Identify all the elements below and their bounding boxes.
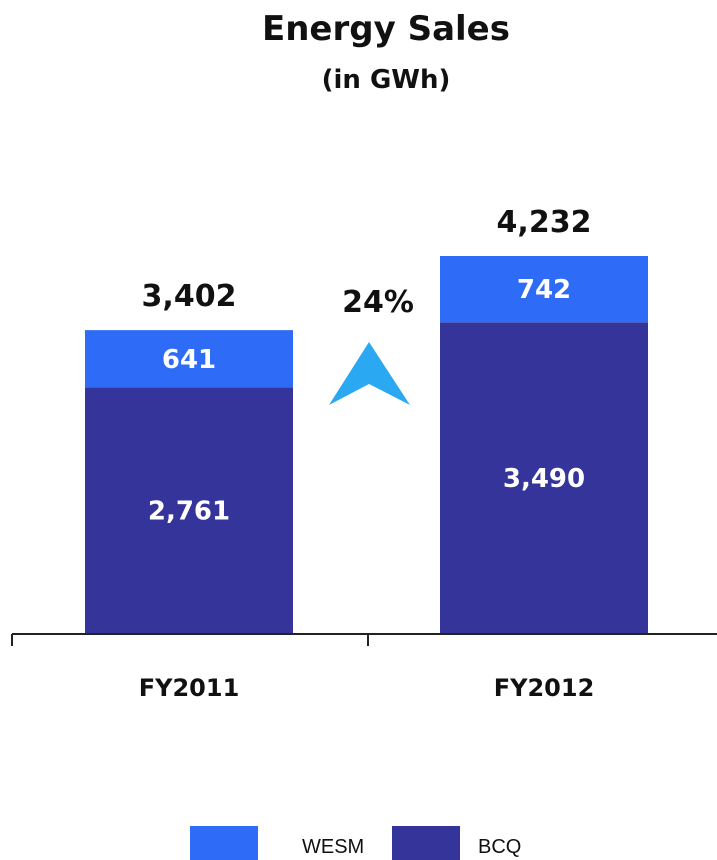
bar-wesm-fy2012 (440, 256, 648, 323)
up-arrow-icon (329, 342, 410, 405)
data-label-wesm-fy2011: 641 (162, 345, 216, 375)
chart-title: Energy Sales (262, 9, 510, 49)
bar-bcq-fy2012 (440, 322, 648, 634)
growth-annotation: 24% (329, 285, 414, 405)
data-label-bcq-fy2012: 3,490 (503, 464, 585, 494)
total-label-fy2012: 4,232 (497, 205, 592, 240)
legend: WESM BCQ (190, 826, 521, 860)
growth-label: 24% (342, 285, 414, 320)
x-tick-label-fy2011: FY2011 (139, 674, 240, 702)
data-label-bcq-fy2011: 2,761 (148, 497, 230, 527)
total-label-fy2011: 3,402 (142, 279, 237, 314)
bars-group: 2,761 641 3,402 FY2011 3,490 742 4,232 FY2012 (85, 205, 648, 702)
chart-subtitle: (in GWh) (322, 65, 451, 95)
legend-label-wesm: WESM (302, 836, 364, 858)
legend-swatch-wesm (190, 826, 258, 860)
bar-wesm-fy2011 (85, 330, 293, 388)
bar-bcq-fy2011 (85, 387, 293, 634)
data-label-wesm-fy2012: 742 (517, 275, 571, 305)
legend-swatch-bcq (392, 826, 460, 860)
x-tick-label-fy2012: FY2012 (494, 674, 595, 702)
legend-label-bcq: BCQ (478, 836, 521, 858)
